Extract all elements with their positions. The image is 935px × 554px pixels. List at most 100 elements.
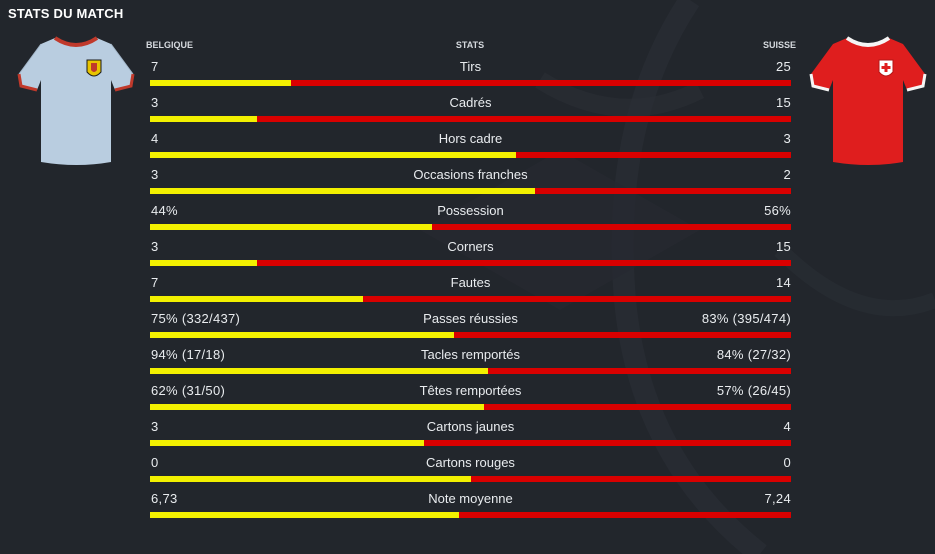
stat-comparison-bar [150,116,791,122]
stat-comparison-bar [150,512,791,518]
stat-text-line: Fautes 7 14 [150,275,791,291]
stat-comparison-bar [150,368,791,374]
stat-bar-away-fill [488,368,791,374]
stat-bar-away-fill [363,296,791,302]
stat-label: Possession [437,203,504,218]
stat-row: Fautes 7 14 [150,272,791,308]
stat-comparison-bar [150,296,791,302]
stat-away-value: 4 [783,419,791,434]
stat-label: Passes réussies [423,311,518,326]
stat-bar-home-fill [150,116,258,122]
stat-row: Passes réussies 75% (332/437) 83% (395/474… [150,308,791,344]
stat-comparison-bar [150,404,791,410]
stat-home-value: 44% [151,203,178,218]
stat-comparison-bar [150,188,791,194]
stat-bar-home-fill [150,80,292,86]
stat-comparison-bar [150,332,791,338]
stat-text-line: Cadrés 3 15 [150,95,791,111]
stat-away-value: 83% (395/474) [701,311,791,326]
stat-text-line: Occasions franches 3 2 [150,167,791,183]
stat-bar-away-fill [424,440,791,446]
stat-bar-home-fill [150,224,433,230]
stat-label: Têtes remportées [419,383,522,398]
stat-bar-home-fill [150,332,455,338]
stat-row: Tacles remportés 94% (17/18) 84% (27/32) [150,344,791,380]
stat-bar-away-fill [257,116,791,122]
stat-home-value: 6,73 [151,491,178,506]
page-title: STATS DU MATCH [8,6,124,21]
stat-row: Possession 44% 56% [150,200,791,236]
away-team-header: SUISSE [762,40,796,50]
stat-comparison-bar [150,152,791,158]
stat-row: Cartons jaunes 3 4 [150,416,791,452]
stat-row: Cartons rouges 0 0 [150,452,791,488]
stat-home-value: 94% (17/18) [151,347,226,362]
stat-home-value: 3 [151,419,159,434]
stat-text-line: Tacles remportés 94% (17/18) 84% (27/32) [150,347,791,363]
stat-away-value: 0 [783,455,791,470]
stat-away-value: 15 [775,239,791,254]
stat-away-value: 14 [775,275,791,290]
stat-row: Note moyenne 6,73 7,24 [150,488,791,524]
stat-label: Note moyenne [428,491,513,506]
stat-bar-away-fill [291,80,791,86]
stat-label: Tacles remportés [421,347,520,362]
stat-bar-away-fill [516,152,791,158]
stat-away-value: 15 [775,95,791,110]
stat-home-value: 7 [151,59,159,74]
stat-home-value: 4 [151,131,159,146]
stat-home-value: 75% (332/437) [151,311,241,326]
stat-bar-home-fill [150,440,425,446]
stat-bar-home-fill [150,368,489,374]
stat-home-value: 3 [151,95,159,110]
stat-label: Tirs [459,59,482,74]
stats-list: Tirs 7 25 Cadrés 3 15 Hors cadre 4 3 Occasions fr… [150,56,791,524]
stat-away-value: 57% (26/45) [716,383,791,398]
stat-text-line: Corners 3 15 [150,239,791,255]
stat-away-value: 2 [783,167,791,182]
stat-comparison-bar [150,224,791,230]
stat-text-line: Cartons rouges 0 0 [150,455,791,471]
stat-home-value: 62% (31/50) [151,383,226,398]
stat-bar-home-fill [150,512,459,518]
stat-bar-away-fill [257,260,791,266]
stat-comparison-bar [150,440,791,446]
stat-text-line: Tirs 7 25 [150,59,791,75]
stat-bar-home-fill [150,260,258,266]
stat-home-value: 3 [151,167,159,182]
stat-text-line: Têtes remportées 62% (31/50) 57% (26/45) [150,383,791,399]
stat-comparison-bar [150,260,791,266]
stat-row: Hors cadre 4 3 [150,128,791,164]
stat-away-value: 25 [775,59,791,74]
stat-label: Corners [447,239,494,254]
stat-row: Corners 3 15 [150,236,791,272]
stat-bar-away-fill [432,224,791,230]
stat-home-value: 7 [151,275,159,290]
stat-row: Occasions franches 3 2 [150,164,791,200]
stat-away-value: 7,24 [764,491,791,506]
stat-bar-home-fill [150,296,364,302]
stat-text-line: Passes réussies 75% (332/437) 83% (395/474… [150,311,791,327]
home-team-shirt [17,36,135,165]
stat-label: Occasions franches [413,167,528,182]
stat-home-value: 3 [151,239,159,254]
stat-bar-away-fill [454,332,791,338]
stat-text-line: Hors cadre 4 3 [150,131,791,147]
stat-text-line: Possession 44% 56% [150,203,791,219]
stat-bar-away-fill [470,476,791,482]
stat-text-line: Cartons jaunes 3 4 [150,419,791,435]
stat-comparison-bar [150,80,791,86]
stat-away-value: 3 [783,131,791,146]
stats-column-header: STATS [455,40,485,50]
stat-label: Cartons rouges [426,455,515,470]
stat-label: Hors cadre [438,131,503,146]
home-team-header: BELGIQUE [146,40,194,50]
stat-label: Fautes [450,275,491,290]
stat-bar-home-fill [150,476,471,482]
stat-label: Cartons jaunes [426,419,515,434]
away-team-shirt [809,36,927,165]
stat-label: Cadrés [449,95,492,110]
stat-bar-home-fill [150,404,484,410]
stat-text-line: Note moyenne 6,73 7,24 [150,491,791,507]
